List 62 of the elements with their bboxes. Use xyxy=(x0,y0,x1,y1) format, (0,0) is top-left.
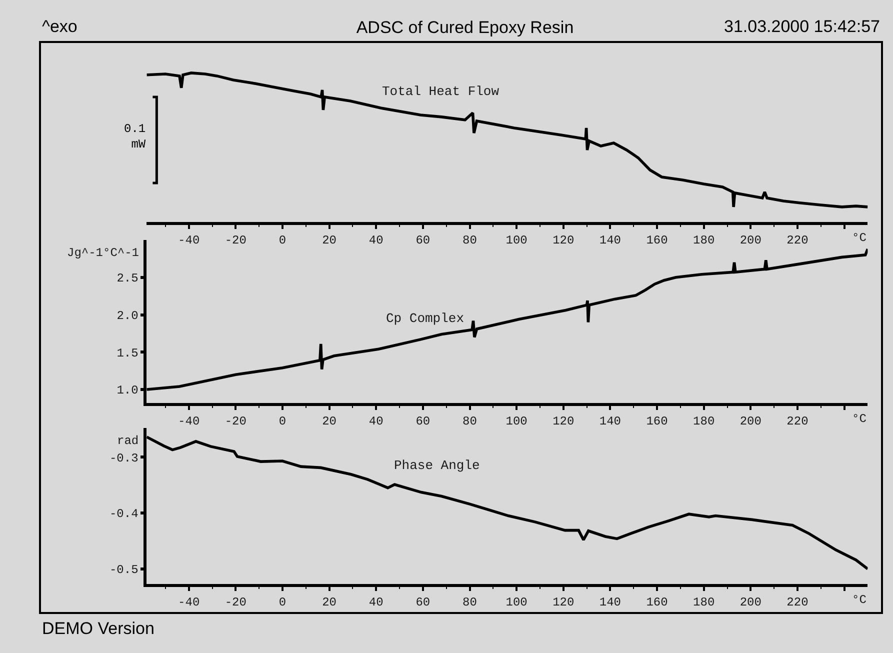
x-tick-label: 0 xyxy=(278,595,286,610)
x-tick-label: 160 xyxy=(646,414,668,428)
x-tick-label: 120 xyxy=(552,595,574,610)
x-axis-title: °C xyxy=(852,593,866,607)
x-tick-label: 100 xyxy=(506,233,528,248)
x-tick-label: 180 xyxy=(693,233,715,248)
x-tick-label: 80 xyxy=(462,233,477,248)
text: ^exo xyxy=(42,17,78,36)
y-tick-label: 1.0 xyxy=(116,384,138,398)
x-tick-label: 20 xyxy=(322,414,336,428)
x-tick-label: 80 xyxy=(462,595,477,610)
x-tick-label: 200 xyxy=(740,414,762,428)
x-tick-label: 120 xyxy=(552,414,574,428)
x-tick-label: 100 xyxy=(506,595,528,610)
x-tick-label: 200 xyxy=(740,595,762,610)
series-label: Cp Complex xyxy=(386,311,464,326)
x-tick-label: 40 xyxy=(368,414,384,428)
y-tick-label: 2.0 xyxy=(116,308,138,323)
y-axis-title: rad xyxy=(117,434,139,448)
x-tick-label: 60 xyxy=(416,414,430,428)
x-tick-label: 20 xyxy=(322,233,336,248)
x-tick-label: 180 xyxy=(693,414,715,428)
x-axis-title: °C xyxy=(852,231,866,245)
y-tick-label: 1.5 xyxy=(116,346,138,360)
x-tick-label: 160 xyxy=(646,233,668,248)
x-tick-label: 220 xyxy=(786,414,808,428)
x-tick-label: -40 xyxy=(178,595,200,610)
x-tick-label: 140 xyxy=(599,414,622,428)
text: DEMO Version xyxy=(42,619,154,638)
x-tick-label: -20 xyxy=(224,595,246,610)
x-tick-label: 220 xyxy=(786,233,808,248)
x-tick-label: 60 xyxy=(416,595,430,610)
x-tick-label: 20 xyxy=(322,595,336,610)
x-tick-label: 60 xyxy=(416,233,430,248)
x-tick-label: 40 xyxy=(368,233,384,248)
y-tick-label: 2.5 xyxy=(116,272,138,286)
x-tick-label: 120 xyxy=(552,233,574,248)
x-tick-label: -40 xyxy=(178,414,200,428)
y-tick-label: -0.3 xyxy=(109,451,138,466)
text: 0.1 mW xyxy=(124,122,146,152)
x-tick-label: 0 xyxy=(278,233,286,248)
x-tick-label: 140 xyxy=(599,595,622,610)
text: 31.03.2000 15:42:57 xyxy=(724,17,880,36)
y-tick-label: -0.5 xyxy=(109,563,138,578)
series-label: Phase Angle xyxy=(394,458,480,473)
x-tick-label: 100 xyxy=(506,414,528,428)
y-tick-label: -0.4 xyxy=(109,507,138,522)
x-tick-label: 180 xyxy=(693,595,715,610)
x-axis-title: °C xyxy=(852,412,866,426)
chart-title: ADSC of Cured Epoxy Resin xyxy=(356,18,574,37)
x-tick-label: -40 xyxy=(178,233,200,248)
x-tick-label: 40 xyxy=(368,595,384,610)
x-tick-label: 140 xyxy=(599,233,622,248)
x-tick-label: -20 xyxy=(224,233,246,248)
x-tick-label: 200 xyxy=(740,233,762,248)
x-tick-label: 160 xyxy=(646,595,668,610)
x-tick-label: 220 xyxy=(786,595,808,610)
x-tick-label: 0 xyxy=(278,414,286,428)
x-tick-label: -20 xyxy=(224,414,246,428)
series-label: Total Heat Flow xyxy=(382,84,500,99)
x-tick-label: 80 xyxy=(462,414,477,428)
y-axis-title: Jg^-1°C^-1 xyxy=(67,246,140,260)
